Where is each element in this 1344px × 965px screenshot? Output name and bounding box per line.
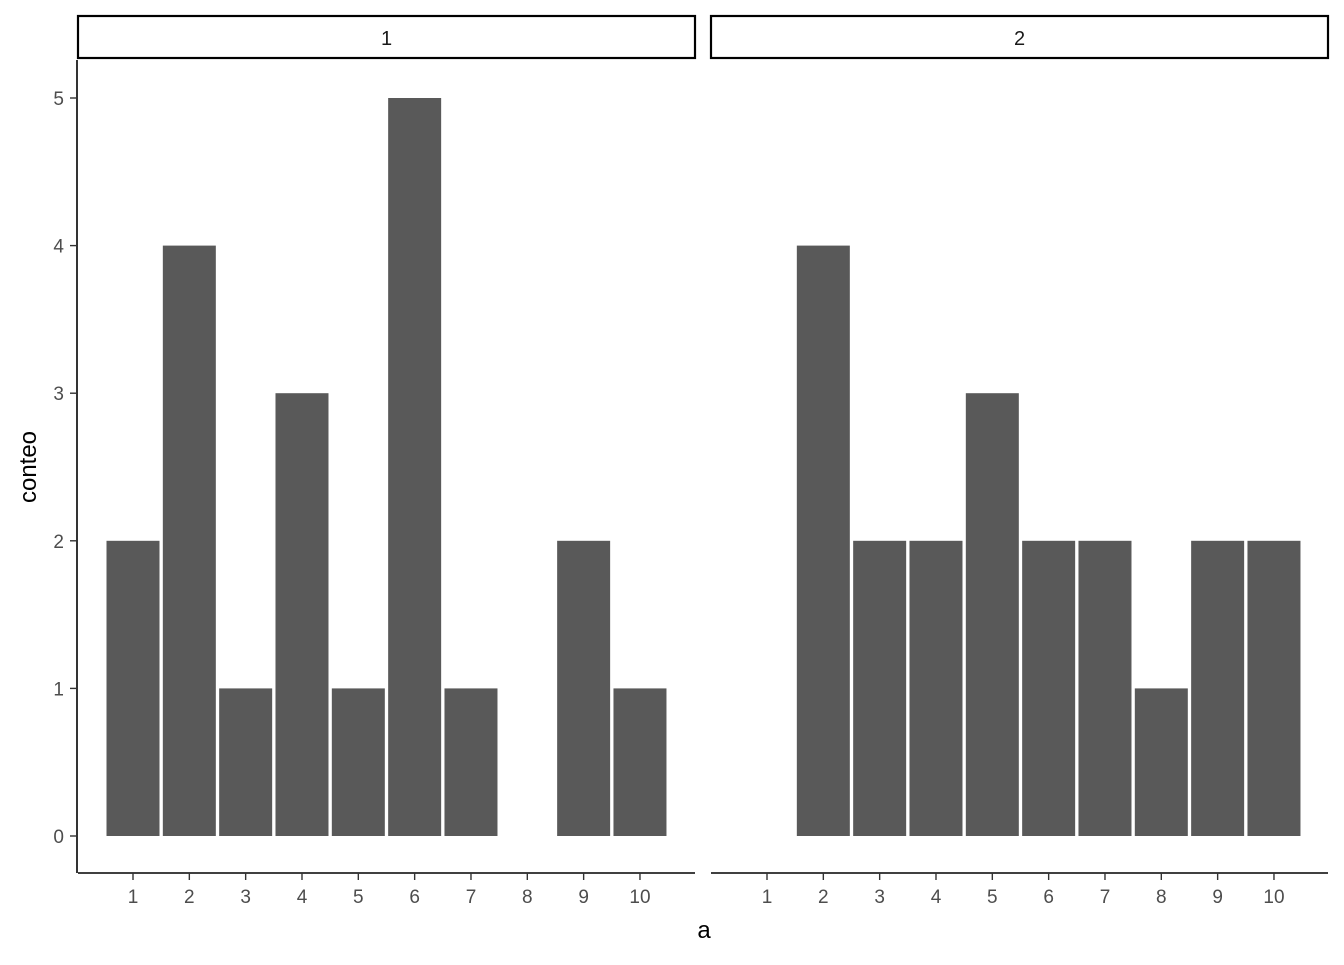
bar — [106, 540, 160, 836]
x-tick-label: 1 — [762, 887, 773, 908]
y-axis: 0 1 2 3 4 5 — [53, 60, 78, 873]
bar — [909, 540, 963, 836]
x-tick-label: 8 — [1156, 887, 1167, 908]
x-tick-label: 6 — [1043, 887, 1054, 908]
bar — [162, 245, 216, 837]
facet-strip — [76, 14, 697, 60]
y-tick-label: 1 — [53, 679, 64, 700]
x-tick-label: 10 — [629, 887, 650, 908]
facet-strip-label: 2 — [1014, 28, 1025, 50]
bar — [557, 540, 611, 836]
x-tick-label: 10 — [1263, 887, 1284, 908]
facet-strip-label: 1 — [381, 28, 392, 50]
bar — [219, 688, 273, 836]
x-tick-label: 6 — [409, 887, 420, 908]
bar — [796, 245, 850, 837]
y-tick-label: 0 — [53, 827, 64, 848]
bar — [388, 98, 442, 836]
x-tick-label: 5 — [353, 887, 364, 908]
bar — [1022, 540, 1076, 836]
bar — [275, 393, 329, 836]
y-tick-label: 5 — [53, 89, 64, 110]
x-tick-label: 5 — [987, 887, 998, 908]
facet-strip — [709, 14, 1330, 60]
bar — [1134, 688, 1188, 836]
x-axis-title: a — [697, 917, 711, 944]
facet-panel-1: 1 1 2 3 4 5 6 7 8 9 10 — [76, 14, 697, 908]
x-tick-label: 3 — [240, 887, 251, 908]
panels-layer: 1 1 2 3 4 5 6 7 8 9 10 2 1 2 3 4 5 6 7 8 9 10 — [76, 14, 1330, 908]
bar — [1247, 540, 1301, 836]
bar — [613, 688, 667, 836]
x-tick-label: 8 — [522, 887, 533, 908]
bar — [853, 540, 907, 836]
x-tick-label: 7 — [466, 887, 477, 908]
bar — [1078, 540, 1132, 836]
facet-panel-2: 2 1 2 3 4 5 6 7 8 9 10 — [709, 14, 1330, 908]
x-tick-label: 2 — [818, 887, 829, 908]
x-tick-label: 9 — [578, 887, 589, 908]
y-tick-label: 2 — [53, 532, 64, 553]
y-axis-title: conteo — [15, 431, 42, 503]
x-tick-label: 7 — [1100, 887, 1111, 908]
bar — [331, 688, 385, 836]
x-tick-label: 4 — [297, 887, 308, 908]
x-tick-label: 4 — [931, 887, 942, 908]
bar — [444, 688, 498, 836]
bar — [965, 393, 1019, 836]
x-tick-label: 1 — [128, 887, 139, 908]
x-tick-label: 9 — [1212, 887, 1223, 908]
y-tick-label: 3 — [53, 384, 64, 405]
x-tick-label: 2 — [184, 887, 195, 908]
y-tick-label: 4 — [53, 237, 64, 258]
x-tick-label: 3 — [874, 887, 885, 908]
bar — [1191, 540, 1245, 836]
